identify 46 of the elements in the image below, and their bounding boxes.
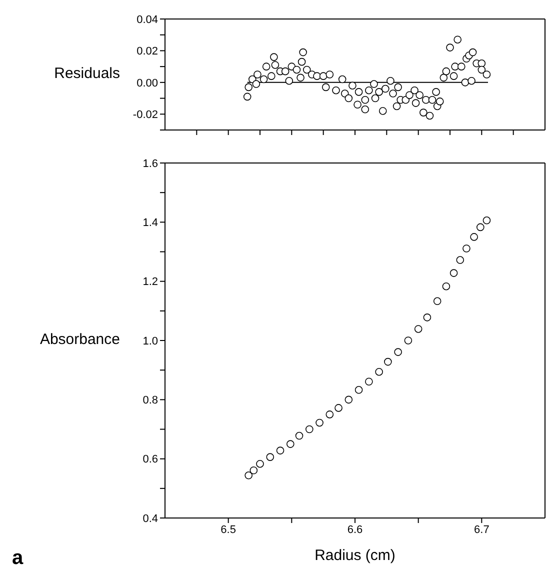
point xyxy=(414,325,422,333)
point xyxy=(344,396,353,404)
y-tick-label: 0.02 xyxy=(136,46,158,58)
point xyxy=(482,216,491,224)
point xyxy=(375,368,383,376)
y-tick-label: 0.8 xyxy=(142,394,158,407)
point xyxy=(316,418,324,427)
point xyxy=(433,297,442,306)
point xyxy=(244,472,252,480)
y-tick-label: 1.2 xyxy=(142,276,158,288)
point xyxy=(306,425,314,434)
y-axis-title: Absorbance xyxy=(38,331,120,348)
point xyxy=(470,233,478,241)
y-tick-label: -0.02 xyxy=(132,109,158,122)
y-tick-label: 0.00 xyxy=(136,77,158,90)
point xyxy=(266,453,274,461)
x-tick-label: 6.6 xyxy=(347,524,363,536)
point xyxy=(423,314,432,322)
x-tick-label: 6.5 xyxy=(220,524,236,536)
point xyxy=(326,410,334,418)
point xyxy=(384,358,392,366)
point xyxy=(462,244,470,252)
point xyxy=(334,404,342,412)
x-axis-title: Radius (cm) xyxy=(314,547,396,564)
y-tick-label: 1.4 xyxy=(142,217,158,230)
point xyxy=(456,256,464,264)
text: a xyxy=(12,547,24,570)
point xyxy=(276,446,284,454)
point xyxy=(394,348,402,356)
point xyxy=(404,336,412,344)
point xyxy=(476,223,484,232)
point xyxy=(450,269,458,277)
y-tick-label: 1.6 xyxy=(142,158,158,170)
point xyxy=(442,282,450,290)
y-tick-label: 1.0 xyxy=(142,335,158,348)
point xyxy=(286,440,294,448)
point xyxy=(295,432,304,440)
point xyxy=(256,460,264,468)
x-tick-label: 6.7 xyxy=(474,524,490,536)
y-tick-label: 0.4 xyxy=(142,512,158,525)
point xyxy=(365,378,373,386)
point xyxy=(250,466,258,474)
y-axis-title: Residuals xyxy=(53,65,120,82)
y-tick-label: 0.04 xyxy=(136,14,158,26)
y-tick-label: 0.6 xyxy=(142,454,158,466)
point xyxy=(354,386,363,394)
